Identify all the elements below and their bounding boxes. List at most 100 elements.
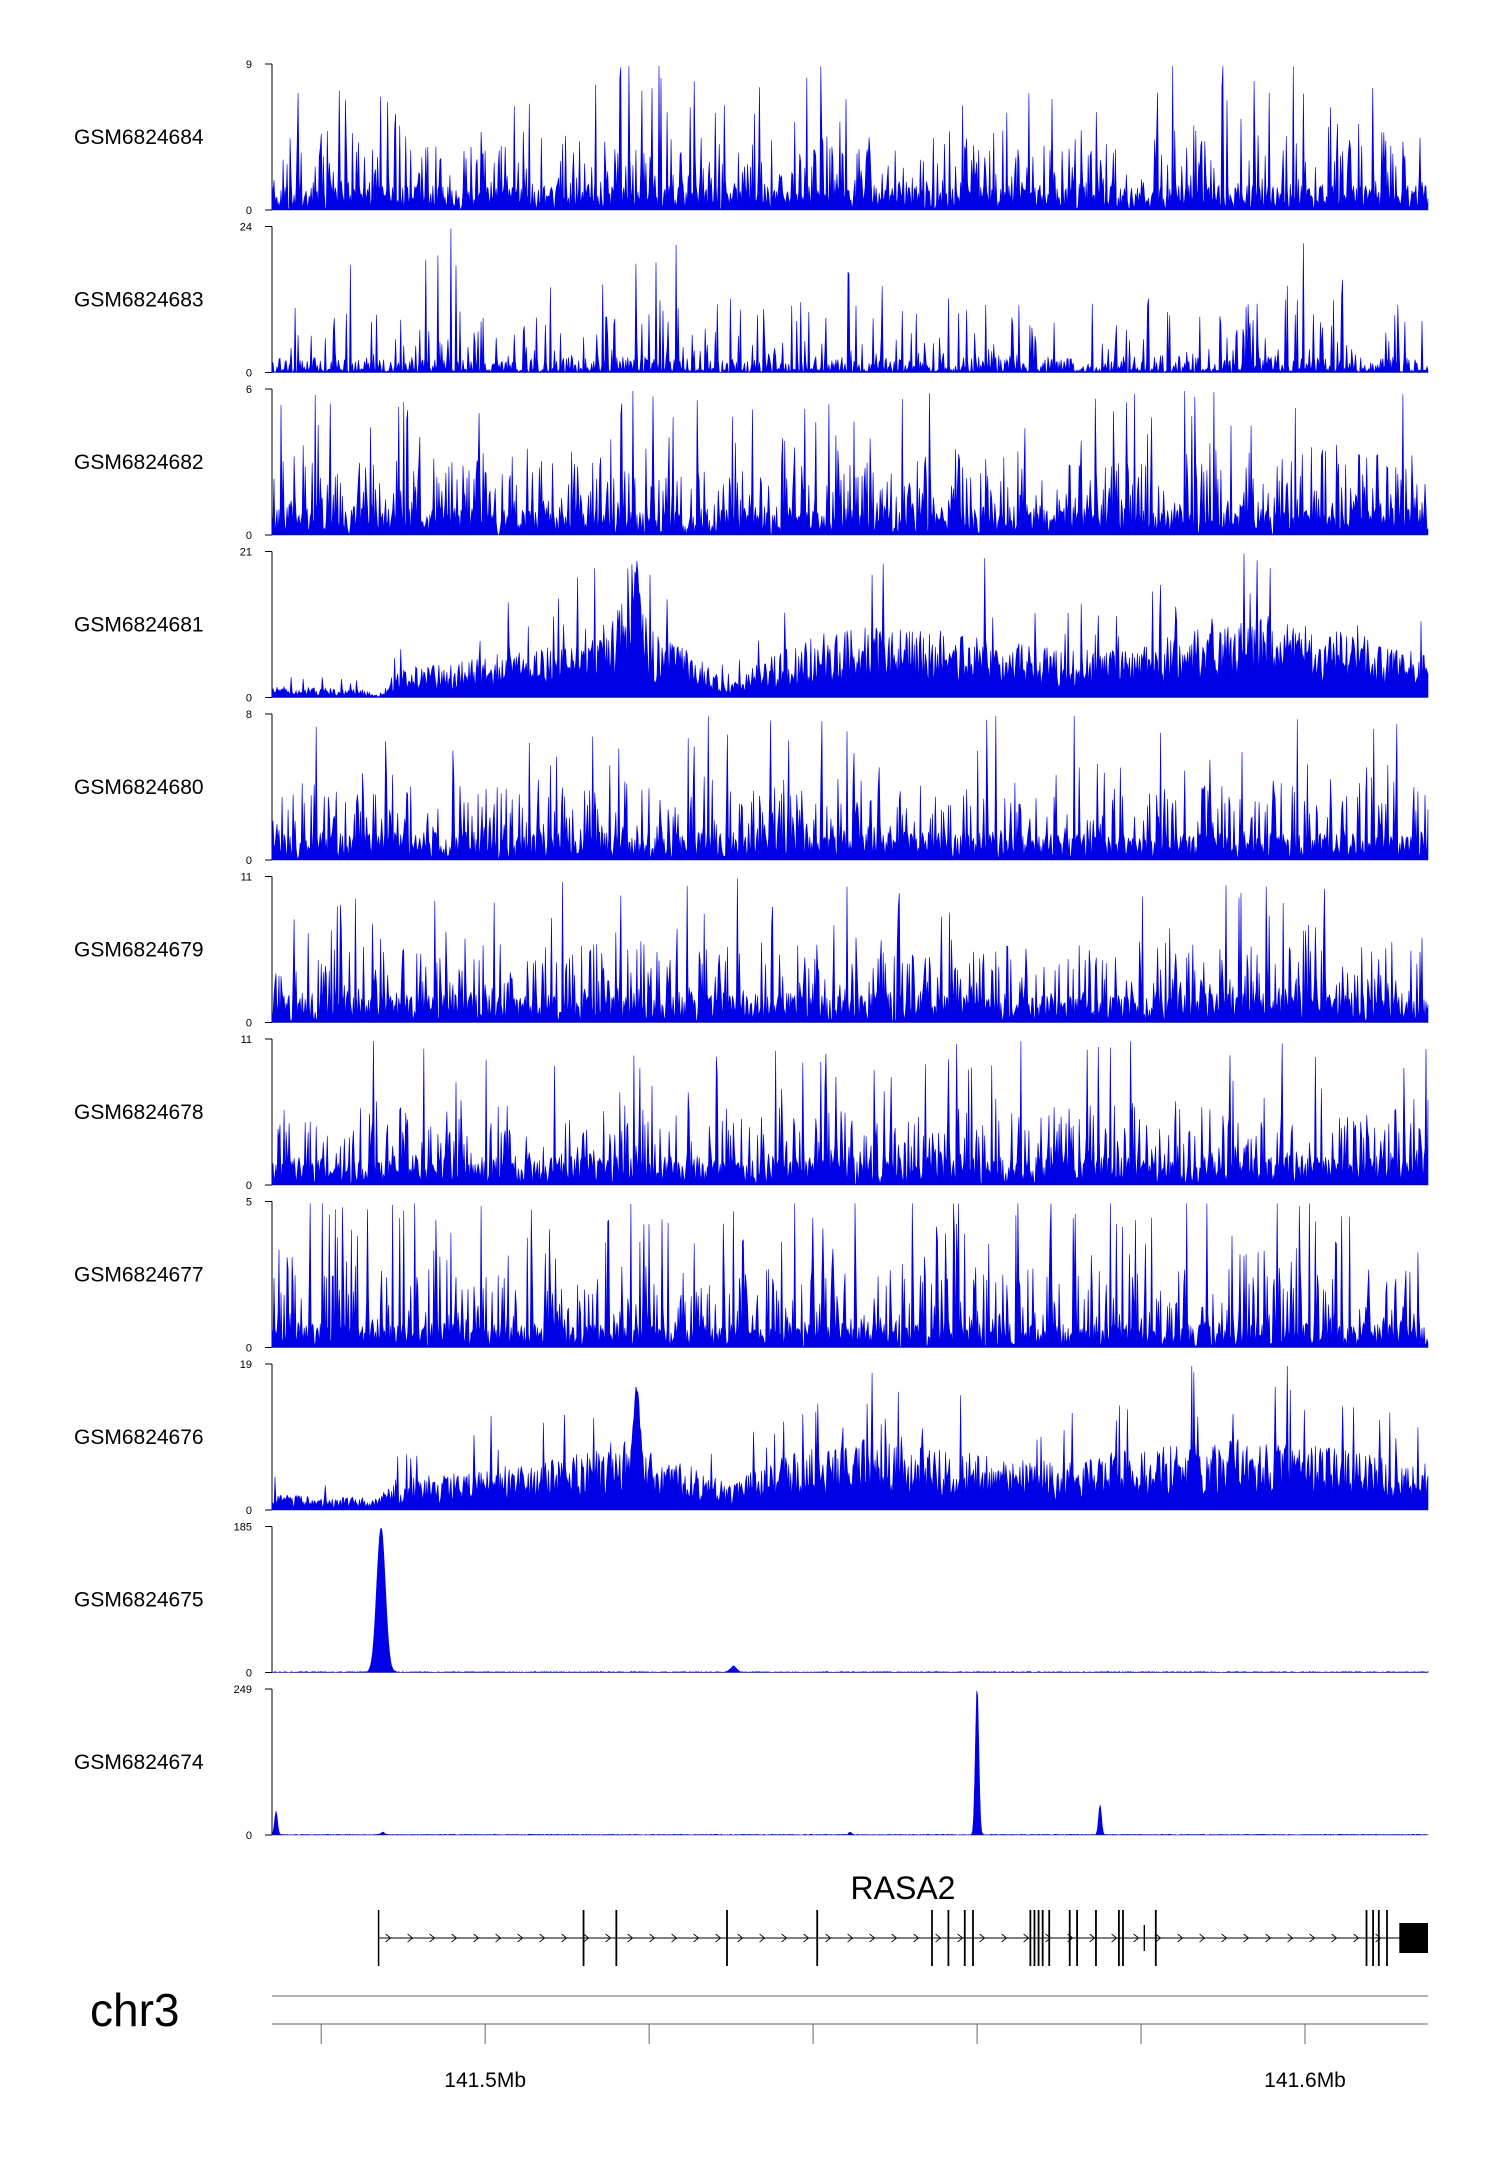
strand-arrow: [979, 1933, 986, 1943]
track-GSM6824682: GSM6824682 6 0: [74, 384, 1429, 542]
x-tick-label: 141.5Mb: [444, 2069, 526, 2092]
signal-area: [271, 1528, 1429, 1673]
strand-arrow: [429, 1933, 436, 1943]
track-name-label: GSM6824679: [74, 939, 204, 962]
strand-arrow: [693, 1933, 700, 1943]
strand-arrow: [715, 1933, 722, 1943]
strand-arrow: [1001, 1933, 1008, 1943]
strand-arrow: [495, 1933, 502, 1943]
y-min-label: 0: [246, 1505, 252, 1517]
strand-arrow: [561, 1933, 568, 1943]
gene-track: RASA2: [377, 1870, 1428, 1966]
x-tick-label: 141.6Mb: [1264, 2069, 1346, 2092]
signal-area: [271, 65, 1429, 211]
track-GSM6824674: GSM6824674 249 0: [74, 1684, 1429, 1842]
y-min-label: 0: [246, 855, 252, 867]
y-max-label: 24: [240, 222, 252, 234]
strand-arrow: [1133, 1933, 1140, 1943]
track-GSM6824679: GSM6824679 11 0: [74, 872, 1429, 1030]
strand-arrow: [1309, 1933, 1316, 1943]
y-max-label: 8: [246, 709, 252, 721]
track-GSM6824675: GSM6824675 185 0: [74, 1522, 1429, 1680]
track-GSM6824684: GSM6824684 9 0: [74, 59, 1429, 217]
y-min-label: 0: [246, 1018, 252, 1030]
track-name-label: GSM6824683: [74, 289, 204, 312]
track-GSM6824680: GSM6824680 8 0: [74, 709, 1429, 867]
gene-name-label: RASA2: [851, 1870, 956, 1906]
strand-arrow: [539, 1933, 546, 1943]
track-GSM6824678: GSM6824678 11 0: [74, 1034, 1429, 1192]
strand-arrow: [1331, 1933, 1338, 1943]
track-GSM6824681: GSM6824681 21 0: [74, 547, 1429, 705]
track-name-label: GSM6824681: [74, 614, 204, 637]
strand-arrow: [913, 1933, 920, 1943]
signal-area: [271, 715, 1429, 861]
strand-arrow: [891, 1933, 898, 1943]
strand-arrow: [1177, 1933, 1184, 1943]
y-min-label: 0: [246, 205, 252, 217]
strand-arrow: [1045, 1933, 1052, 1943]
strand-arrow: [1265, 1933, 1272, 1943]
y-min-label: 0: [246, 530, 252, 542]
strand-arrow: [1353, 1933, 1360, 1943]
signal-area: [271, 1365, 1429, 1511]
strand-arrow: [1089, 1933, 1096, 1943]
strand-arrow: [1023, 1933, 1030, 1943]
strand-arrow: [473, 1933, 480, 1943]
terminal-exon-block: [1399, 1923, 1428, 1953]
signal-area: [271, 1690, 1429, 1836]
strand-arrow: [1287, 1933, 1294, 1943]
y-max-label: 9: [246, 59, 252, 71]
track-GSM6824676: GSM6824676 19 0: [74, 1359, 1429, 1517]
track-name-label: GSM6824680: [74, 776, 204, 799]
track-name-label: GSM6824675: [74, 1589, 204, 1612]
strand-arrow: [1375, 1933, 1382, 1943]
signal-area: [271, 228, 1429, 374]
strand-arrow: [649, 1933, 656, 1943]
track-name-label: GSM6824677: [74, 1264, 204, 1287]
strand-arrow: [407, 1933, 414, 1943]
strand-arrow: [803, 1933, 810, 1943]
strand-arrow: [737, 1933, 744, 1943]
signal-area: [271, 878, 1429, 1024]
strand-arrow: [1111, 1933, 1118, 1943]
chromosome-label: chr3: [90, 1984, 179, 2036]
strand-arrow: [451, 1933, 458, 1943]
strand-arrow: [759, 1933, 766, 1943]
strand-arrow: [869, 1933, 876, 1943]
y-min-label: 0: [246, 693, 252, 705]
signal-area: [271, 1040, 1429, 1186]
genome-axis: chr3 141.5Mb 141.6Mb: [90, 1984, 1428, 2092]
track-name-label: GSM6824684: [74, 126, 204, 149]
strand-arrow: [1243, 1933, 1250, 1943]
track-name-label: GSM6824674: [74, 1751, 204, 1774]
strand-arrow: [935, 1933, 942, 1943]
strand-arrow: [385, 1933, 392, 1943]
y-min-label: 0: [246, 368, 252, 380]
strand-arrow: [583, 1933, 590, 1943]
strand-arrow: [1155, 1933, 1162, 1943]
strand-arrow: [781, 1933, 788, 1943]
y-max-label: 21: [240, 547, 252, 559]
strand-arrow: [605, 1933, 612, 1943]
strand-arrow: [847, 1933, 854, 1943]
track-name-label: GSM6824682: [74, 451, 204, 474]
track-GSM6824683: GSM6824683 24 0: [74, 222, 1429, 380]
strand-arrow: [517, 1933, 524, 1943]
strand-arrow: [957, 1933, 964, 1943]
y-max-label: 19: [240, 1359, 252, 1371]
y-min-label: 0: [246, 1668, 252, 1680]
track-name-label: GSM6824678: [74, 1101, 204, 1124]
y-max-label: 249: [234, 1684, 252, 1696]
strand-arrow: [627, 1933, 634, 1943]
y-max-label: 185: [234, 1522, 252, 1534]
track-name-label: GSM6824676: [74, 1426, 204, 1449]
y-min-label: 0: [246, 1830, 252, 1842]
y-min-label: 0: [246, 1180, 252, 1192]
strand-arrow: [1221, 1933, 1228, 1943]
y-max-label: 6: [246, 384, 252, 396]
signal-area: [271, 553, 1429, 698]
y-max-label: 11: [241, 1034, 252, 1046]
signal-area: [271, 1203, 1429, 1349]
